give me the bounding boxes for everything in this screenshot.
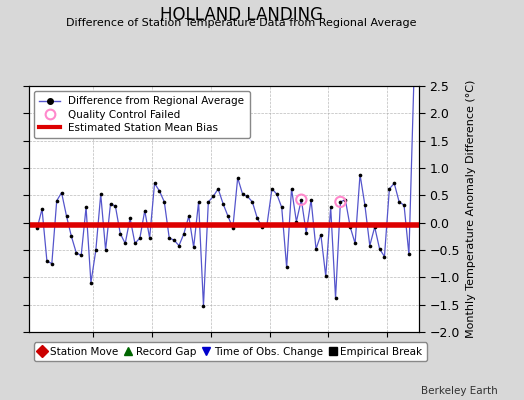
Point (204, 199, 213, 205)
Point (287, 186, 296, 192)
Point (278, 204, 286, 210)
Point (346, 224, 354, 230)
Point (48, 260, 56, 267)
Point (126, 215, 134, 222)
Point (385, 186, 394, 192)
Point (67, 233, 75, 240)
Point (351, 240, 359, 247)
Point (234, 175, 242, 181)
Point (116, 230, 125, 237)
Point (194, 199, 203, 205)
Point (263, 221, 271, 228)
Point (219, 200, 227, 207)
Text: HOLLAND LANDING: HOLLAND LANDING (159, 6, 323, 24)
Point (307, 196, 315, 203)
Point (312, 246, 320, 252)
Point (87, 280, 95, 286)
Point (136, 235, 144, 241)
Point (316, 232, 325, 238)
Point (322, 273, 330, 280)
Point (405, 251, 413, 258)
Point (82, 204, 90, 210)
Point (410, 80, 418, 86)
Point (297, 196, 305, 203)
Point (341, 196, 350, 203)
Point (272, 191, 281, 198)
Point (395, 199, 403, 205)
Point (72, 250, 81, 256)
Point (224, 213, 232, 219)
Point (375, 246, 384, 252)
Point (111, 203, 119, 210)
Text: Difference of Station Temperature Data from Regional Average: Difference of Station Temperature Data f… (66, 18, 416, 28)
Point (336, 199, 345, 205)
Point (165, 235, 173, 241)
Point (253, 215, 261, 222)
Point (326, 204, 335, 210)
Point (292, 218, 301, 225)
Point (184, 213, 193, 219)
Point (302, 229, 310, 236)
Text: Berkeley Earth: Berkeley Earth (421, 386, 498, 396)
Point (209, 193, 217, 200)
Point (102, 247, 110, 253)
Point (390, 180, 398, 186)
Point (380, 253, 389, 260)
Point (140, 208, 149, 214)
Point (361, 202, 369, 208)
Point (214, 186, 222, 192)
Point (366, 242, 374, 249)
Legend: Station Move, Record Gap, Time of Obs. Change, Empirical Break: Station Move, Record Gap, Time of Obs. C… (34, 342, 427, 361)
Y-axis label: Monthly Temperature Anomaly Difference (°C): Monthly Temperature Anomaly Difference (… (466, 80, 476, 338)
Point (248, 199, 257, 205)
Point (131, 240, 139, 247)
Point (370, 224, 379, 230)
Legend: Difference from Regional Average, Quality Control Failed, Estimated Station Mean: Difference from Regional Average, Qualit… (34, 91, 249, 138)
Point (155, 188, 163, 194)
Point (52, 198, 61, 204)
Point (190, 244, 198, 250)
Point (121, 240, 129, 247)
Point (160, 199, 169, 205)
Point (146, 235, 154, 241)
Point (170, 237, 178, 243)
Point (43, 258, 51, 264)
Point (297, 196, 305, 203)
Point (58, 190, 66, 196)
Point (92, 247, 100, 253)
Point (175, 242, 183, 249)
Point (331, 295, 340, 301)
Point (62, 213, 71, 219)
Point (96, 191, 105, 198)
Point (77, 252, 85, 259)
Point (336, 199, 345, 205)
Point (243, 193, 252, 200)
Point (268, 186, 276, 192)
Point (180, 230, 188, 237)
Point (33, 225, 41, 231)
Point (258, 224, 266, 230)
Point (356, 171, 364, 178)
Point (228, 225, 237, 231)
Point (106, 200, 115, 207)
Point (238, 191, 247, 198)
Point (400, 202, 408, 208)
Point (282, 264, 291, 271)
Point (150, 180, 159, 186)
Point (199, 302, 208, 309)
Point (38, 206, 46, 212)
